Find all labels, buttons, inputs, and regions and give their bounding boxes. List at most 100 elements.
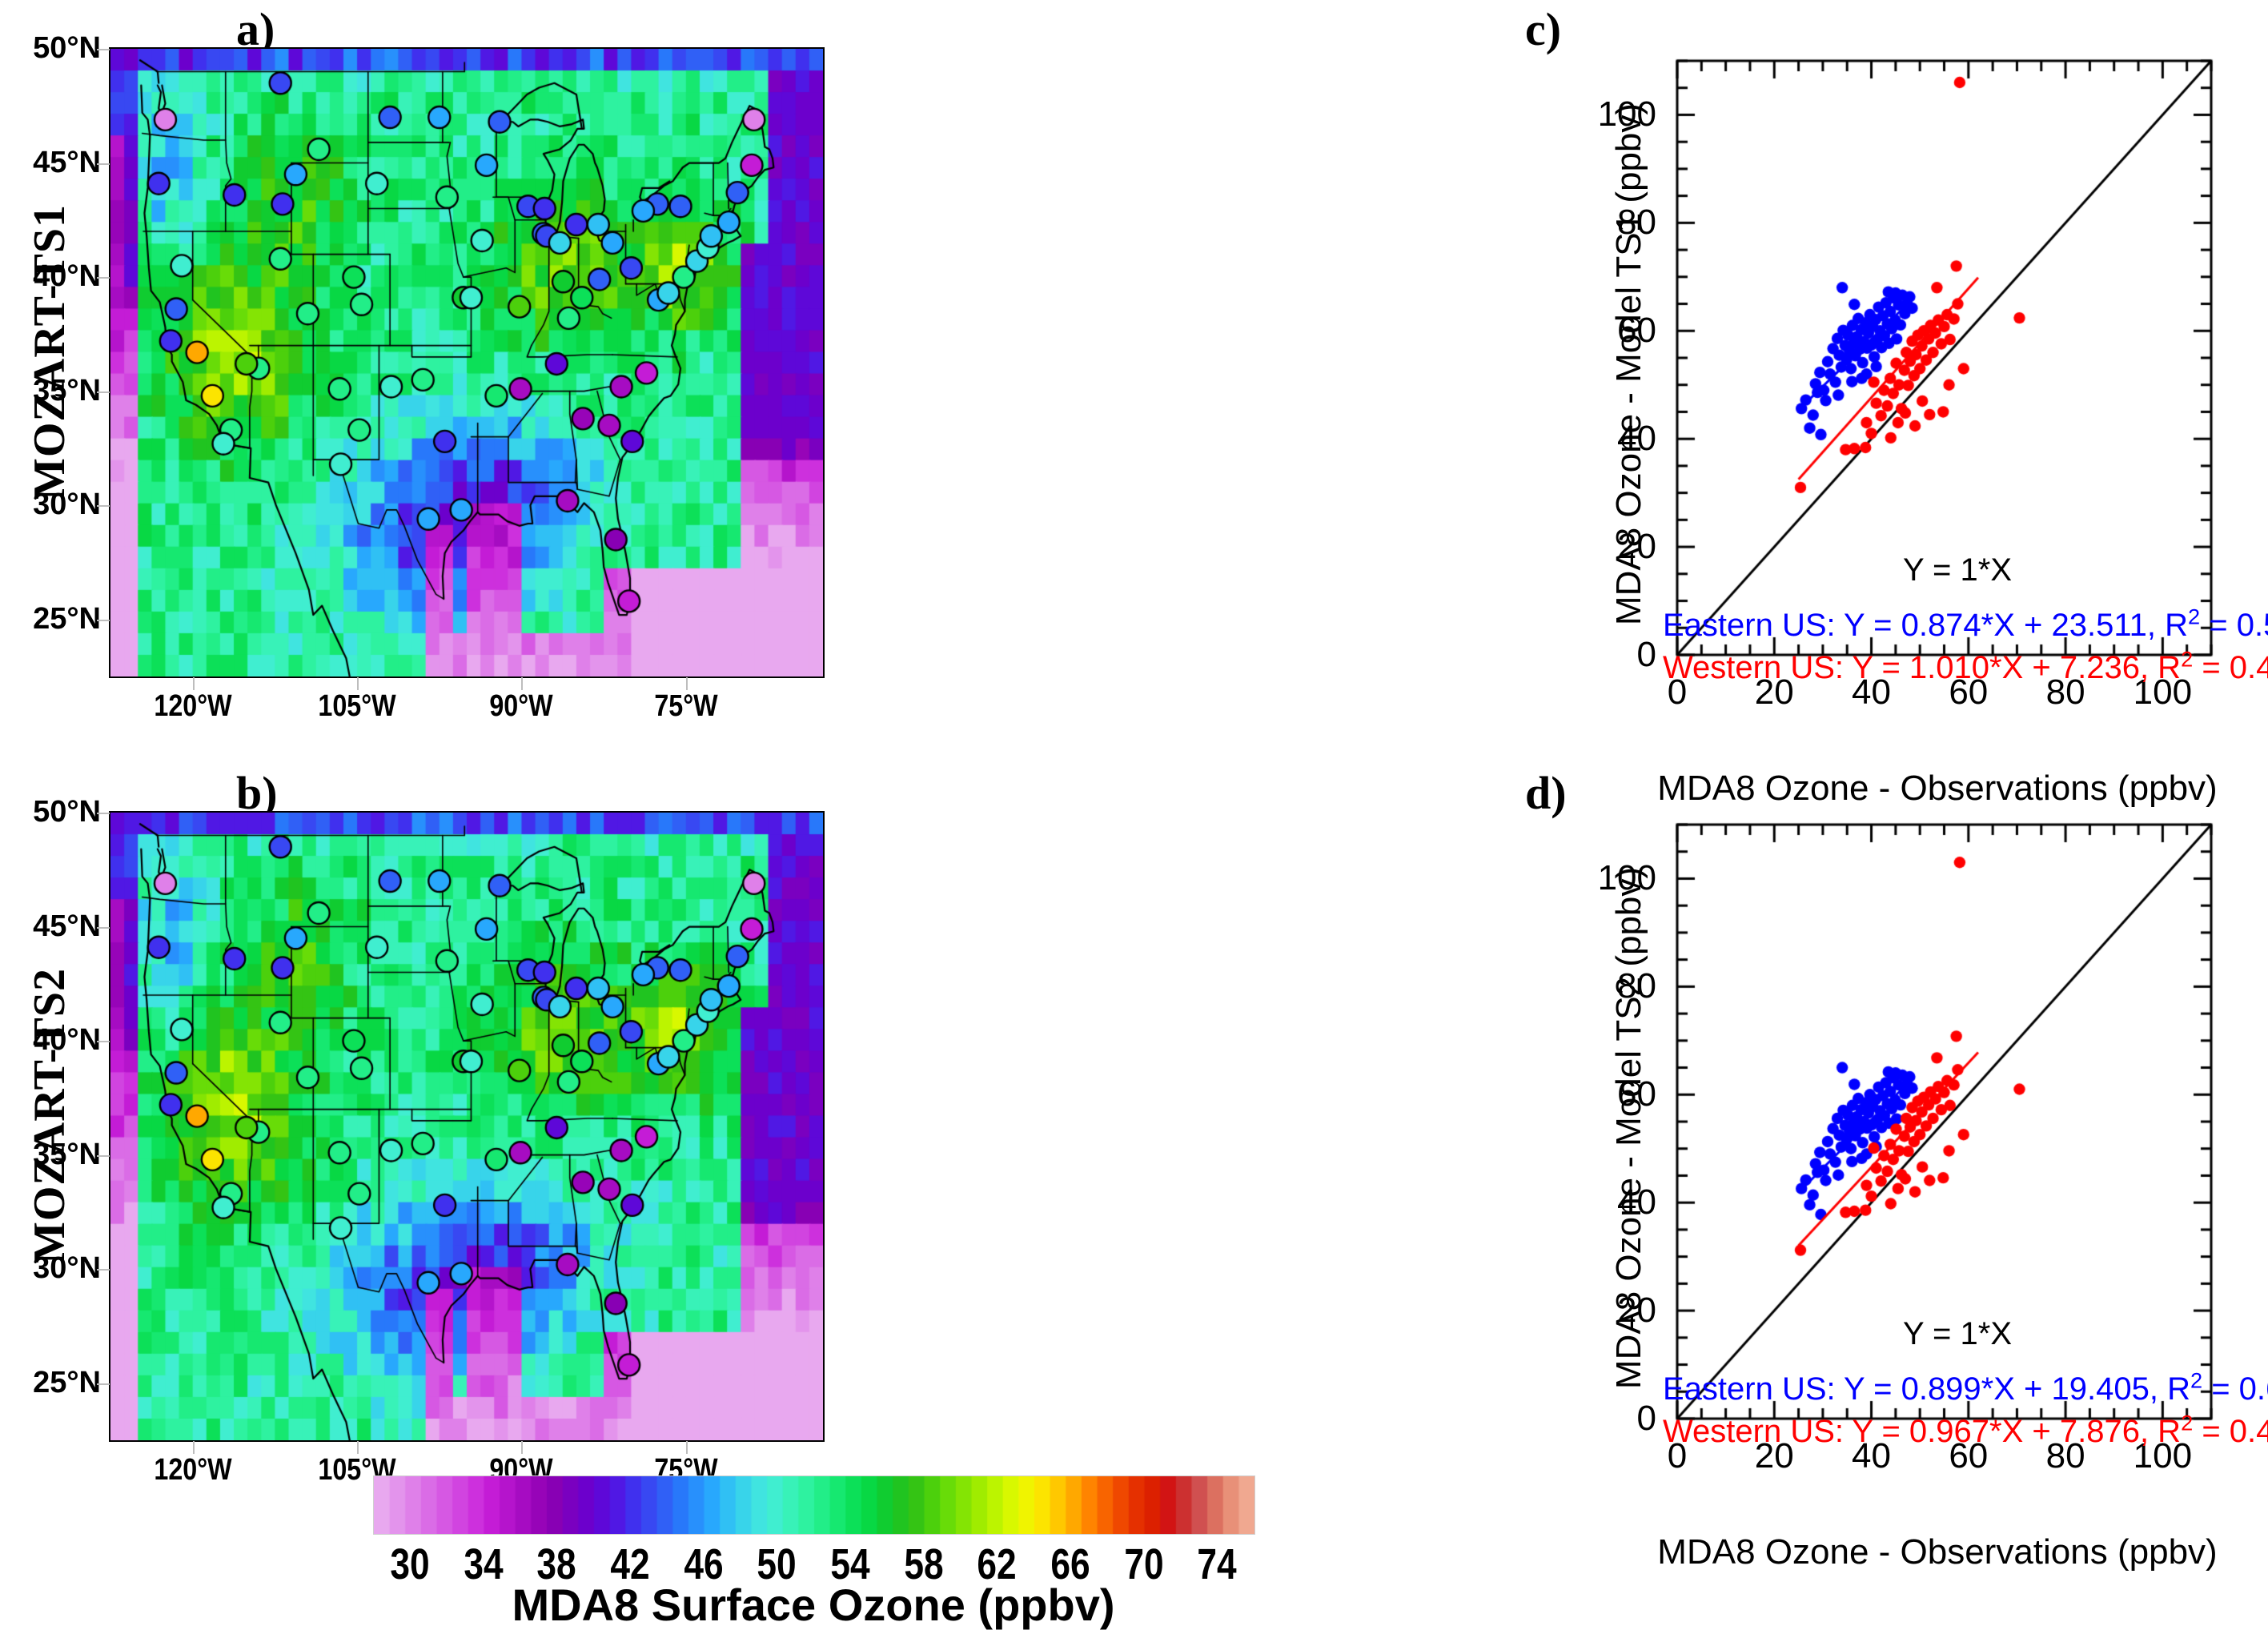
scatter-panel-d [1645, 810, 2226, 1451]
scatter-c-ylabel: MDA8 Ozone - Model TS1 (ppbv) [1609, 102, 1648, 626]
panel_d-ytick-80: 80 [1617, 966, 1656, 1006]
panel_d-xtick-80: 80 [2045, 1436, 2085, 1475]
scatter-d-annotation-eastern: Eastern US: Y = 0.899*X + 19.405, R2 = 0… [1663, 1368, 2268, 1407]
map-b-lat-tickmark [97, 926, 110, 929]
scatter-d-annotation-identity: Y = 1*X [1902, 1316, 2013, 1351]
map-b-canvas [110, 813, 823, 1440]
panel_c-ytick-20: 20 [1617, 527, 1656, 567]
colorbar-tick-74: 74 [1197, 1540, 1237, 1588]
map-b-lat-tickmark [97, 1383, 110, 1385]
map-b-lon-tickmark [521, 1441, 524, 1454]
map-a-lat-tickmark [97, 277, 110, 279]
western-fit-text-c: Western US: Y = 1.010*X + 7.236, R2 = 0.… [1663, 647, 2268, 686]
map-b-lat-tick-35°N: 35°N [33, 1137, 101, 1171]
scatter-panel-c [1645, 46, 2226, 687]
colorbar-tick-46: 46 [683, 1540, 724, 1588]
panel_c-ytick-40: 40 [1617, 419, 1656, 459]
panel_d-ytick-100: 100 [1597, 858, 1656, 898]
map-b-lat-tick-40°N: 40°N [33, 1023, 101, 1058]
panel_c-xtick-40: 40 [1852, 672, 1892, 712]
colorbar-tick-54: 54 [830, 1540, 870, 1588]
colorbar-tick-30: 30 [390, 1540, 430, 1588]
panel-letter-d: d) [1525, 767, 1567, 819]
panel_c-xtick-80: 80 [2045, 672, 2085, 712]
scatter-c-annotation-western: Western US: Y = 1.010*X + 7.236, R2 = 0.… [1663, 647, 2268, 686]
panel_c-ytick-60: 60 [1617, 311, 1656, 351]
map-a-lat-tickmark [97, 619, 110, 621]
panel_c-xtick-20: 20 [1754, 672, 1794, 712]
map-panel-a [109, 47, 825, 678]
colorbar-tick-70: 70 [1123, 1540, 1164, 1588]
scatter-d-xlabel: MDA8 Ozone - Observations (ppbv) [1657, 1532, 2218, 1572]
map-b-lat-tick-25°N: 25°N [33, 1365, 101, 1399]
colorbar-tick-58: 58 [903, 1540, 944, 1588]
panel-letter-a: a) [236, 3, 275, 55]
colorbar-canvas [373, 1475, 1255, 1535]
map-a-lon-tickmark [521, 677, 524, 690]
colorbar-tick-34: 34 [463, 1540, 504, 1588]
panel_d-ytick-60: 60 [1617, 1074, 1656, 1114]
panel_c-ytick-80: 80 [1617, 203, 1656, 243]
eastern-fit-text-c: Eastern US: Y = 0.874*X + 23.511, R2 = 0… [1663, 604, 2268, 644]
map-a-canvas [110, 49, 823, 676]
panel_d-ytick-20: 20 [1617, 1291, 1656, 1331]
colorbar-tick-50: 50 [757, 1540, 797, 1588]
row-label-ts2: MOZART-TS2 [25, 967, 74, 1264]
map-b-lat-tick-45°N: 45°N [33, 909, 101, 943]
map-a-lat-tickmark [97, 391, 110, 393]
map-a-lon-tick-90°W: 90°W [489, 689, 554, 723]
map-a-lat-tick-35°N: 35°N [33, 373, 101, 407]
eastern-fit-text-d: Eastern US: Y = 0.899*X + 19.405, R2 = 0… [1663, 1368, 2268, 1407]
map-b-lat-tick-30°N: 30°N [33, 1251, 101, 1286]
panel_c-ytick-0: 0 [1636, 635, 1656, 674]
scatter-c-annotation-eastern: Eastern US: Y = 0.874*X + 23.511, R2 = 0… [1663, 604, 2268, 644]
scatter-d-canvas [1645, 810, 2226, 1451]
map-b-lat-tickmark [97, 1269, 110, 1271]
map-a-lon-tickmark [192, 677, 195, 690]
map-a-lat-tickmark [97, 163, 110, 165]
scatter-c-canvas [1645, 46, 2226, 687]
panel_d-xtick-60: 60 [1949, 1436, 1989, 1475]
map-a-lon-tick-105°W: 105°W [318, 689, 396, 723]
map-b-lon-tickmark [192, 1441, 195, 1454]
western-fit-text-d: Western US: Y = 0.967*X + 7.876, R2 = 0.… [1663, 1411, 2268, 1450]
map-a-lon-tickmark [685, 677, 688, 690]
map-a-lat-tick-30°N: 30°N [33, 488, 101, 522]
scatter-d-annotation-western: Western US: Y = 0.967*X + 7.876, R2 = 0.… [1663, 1411, 2268, 1450]
panel_d-xtick-0: 0 [1667, 1436, 1688, 1475]
map-b-lat-tickmark [97, 1041, 110, 1043]
scatter-c-annotation-identity: Y = 1*X [1902, 552, 2013, 588]
colorbar-tick-42: 42 [610, 1540, 650, 1588]
panel_d-ytick-0: 0 [1636, 1399, 1656, 1438]
scatter-c-xlabel: MDA8 Ozone - Observations (ppbv) [1657, 769, 2218, 808]
colorbar-tick-66: 66 [1050, 1540, 1090, 1588]
panel_c-xtick-100: 100 [2133, 672, 2193, 712]
map-b-lat-tickmark [97, 813, 110, 814]
map-a-lat-tickmark [97, 49, 110, 50]
map-b-lon-tickmark [685, 1441, 688, 1454]
map-panel-b [109, 811, 825, 1442]
row-label-ts1: MOZART-TS1 [25, 203, 74, 500]
map-a-lon-tickmark [357, 677, 359, 690]
colorbar-tick-62: 62 [977, 1540, 1017, 1588]
map-a-lat-tick-25°N: 25°N [33, 601, 101, 636]
map-b-lat-tickmark [97, 1154, 110, 1157]
panel_d-xtick-100: 100 [2133, 1436, 2193, 1475]
map-a-lat-tick-45°N: 45°N [33, 145, 101, 179]
panel-letter-b: b) [236, 767, 278, 819]
panel_d-xtick-20: 20 [1754, 1436, 1794, 1475]
panel_c-xtick-0: 0 [1667, 672, 1688, 712]
map-a-lat-tick-50°N: 50°N [33, 31, 101, 65]
map-b-lon-tick-120°W: 120°W [154, 1453, 232, 1487]
panel_d-ytick-40: 40 [1617, 1182, 1656, 1222]
colorbar-title: MDA8 Surface Ozone (ppbv) [512, 1580, 1115, 1630]
map-a-lat-tick-40°N: 40°N [33, 259, 101, 294]
panel-letter-c: c) [1525, 3, 1562, 55]
map-a-lon-tick-120°W: 120°W [154, 689, 232, 723]
colorbar-tick-38: 38 [536, 1540, 576, 1588]
map-b-lon-tickmark [357, 1441, 359, 1454]
map-a-lon-tick-75°W: 75°W [654, 689, 718, 723]
panel_d-xtick-40: 40 [1852, 1436, 1892, 1475]
panel_c-ytick-100: 100 [1597, 94, 1656, 134]
colorbar [373, 1475, 1255, 1535]
